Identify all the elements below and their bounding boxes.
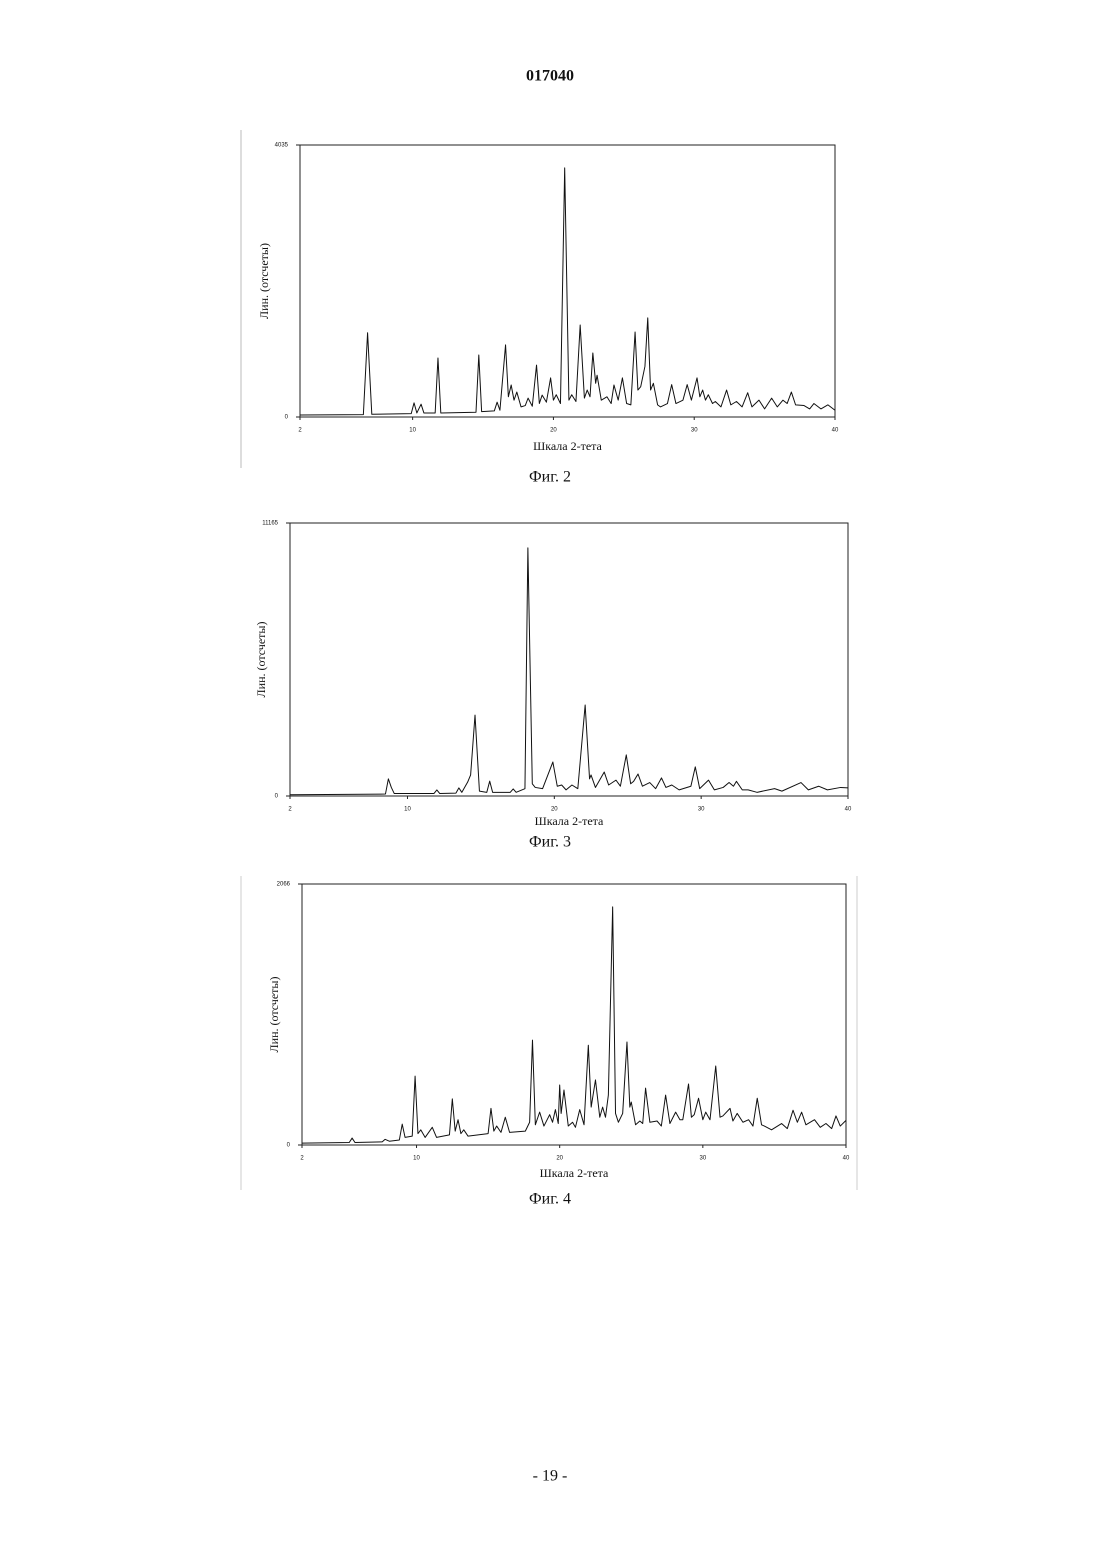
x-tick-label: 30 bbox=[691, 428, 698, 434]
y-tick-label: 0 bbox=[285, 415, 289, 421]
y-axis-label: Лин. (отсчеты) bbox=[254, 622, 268, 698]
x-axis-label: Шкала 2-тета bbox=[535, 814, 604, 828]
x-tick-label: 10 bbox=[404, 807, 411, 813]
y-axis-label: Лин. (отсчеты) bbox=[267, 977, 281, 1053]
plot-frame bbox=[290, 523, 848, 796]
y-tick-label: 0 bbox=[275, 794, 279, 800]
header-number: 017040 bbox=[526, 68, 574, 85]
x-tick-label: 2 bbox=[288, 807, 292, 813]
y-tick-label: 11165 bbox=[262, 521, 278, 527]
x-tick-label: 40 bbox=[843, 1156, 850, 1162]
plot-frame bbox=[300, 145, 835, 417]
x-tick-label: 20 bbox=[551, 807, 558, 813]
x-tick-label: 40 bbox=[832, 428, 839, 434]
y-tick-label: 4035 bbox=[275, 143, 289, 149]
x-tick-label: 10 bbox=[409, 428, 416, 434]
diffraction-line bbox=[302, 907, 846, 1143]
y-tick-label: 2066 bbox=[277, 882, 291, 888]
y-tick-label: 0 bbox=[287, 1143, 291, 1149]
x-axis-label: Шкала 2-тета bbox=[533, 439, 602, 453]
document: 017040 - 19 - 04035210203040Лин. (отсчет… bbox=[0, 0, 1100, 1556]
page: 017040 - 19 - 04035210203040Лин. (отсчет… bbox=[0, 0, 1100, 1556]
x-tick-label: 40 bbox=[845, 807, 852, 813]
plot-frame bbox=[302, 884, 846, 1145]
figure-caption: Фиг. 3 bbox=[529, 834, 571, 851]
y-axis-label: Лин. (отсчеты) bbox=[257, 243, 271, 319]
x-tick-label: 2 bbox=[300, 1156, 304, 1162]
x-axis-label: Шкала 2-тета bbox=[540, 1166, 609, 1180]
x-tick-label: 30 bbox=[699, 1156, 706, 1162]
figure-caption: Фиг. 4 bbox=[529, 1191, 571, 1208]
page-number: - 19 - bbox=[533, 1468, 568, 1485]
diffraction-line bbox=[290, 548, 848, 795]
x-tick-label: 20 bbox=[556, 1156, 563, 1162]
figure-caption: Фиг. 2 bbox=[529, 469, 571, 486]
x-tick-label: 30 bbox=[698, 807, 705, 813]
x-tick-label: 2 bbox=[298, 428, 302, 434]
x-tick-label: 10 bbox=[413, 1156, 420, 1162]
x-tick-label: 20 bbox=[550, 428, 557, 434]
diffraction-line bbox=[300, 168, 835, 415]
